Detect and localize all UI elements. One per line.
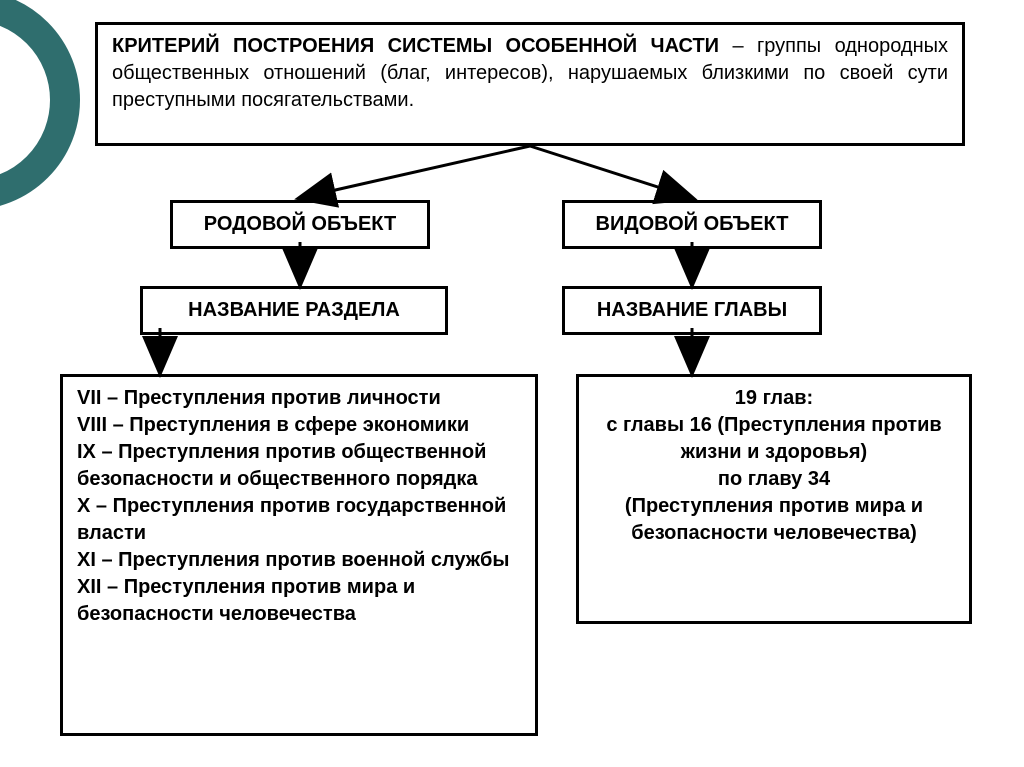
generic-object-box: РОДОВОЙ ОБЪЕКТ — [170, 200, 430, 249]
page-number: 7 — [14, 110, 38, 160]
section-name-box: НАЗВАНИЕ РАЗДЕЛА — [140, 286, 448, 335]
decorative-circle — [0, 0, 80, 210]
specific-object-box: ВИДОВОЙ ОБЪЕКТ — [562, 200, 822, 249]
chapters-summary-box: 19 глав: с главы 16 (Преступления против… — [576, 374, 972, 624]
criterion-box: КРИТЕРИЙ ПОСТРОЕНИЯ СИСТЕМЫ ОСОБЕННОЙ ЧА… — [95, 22, 965, 146]
sections-list-box: VII – Преступления против личности VIII … — [60, 374, 538, 736]
criterion-title: КРИТЕРИЙ ПОСТРОЕНИЯ СИСТЕМЫ ОСОБЕННОЙ ЧА… — [112, 35, 719, 57]
chapter-name-box: НАЗВАНИЕ ГЛАВЫ — [562, 286, 822, 335]
